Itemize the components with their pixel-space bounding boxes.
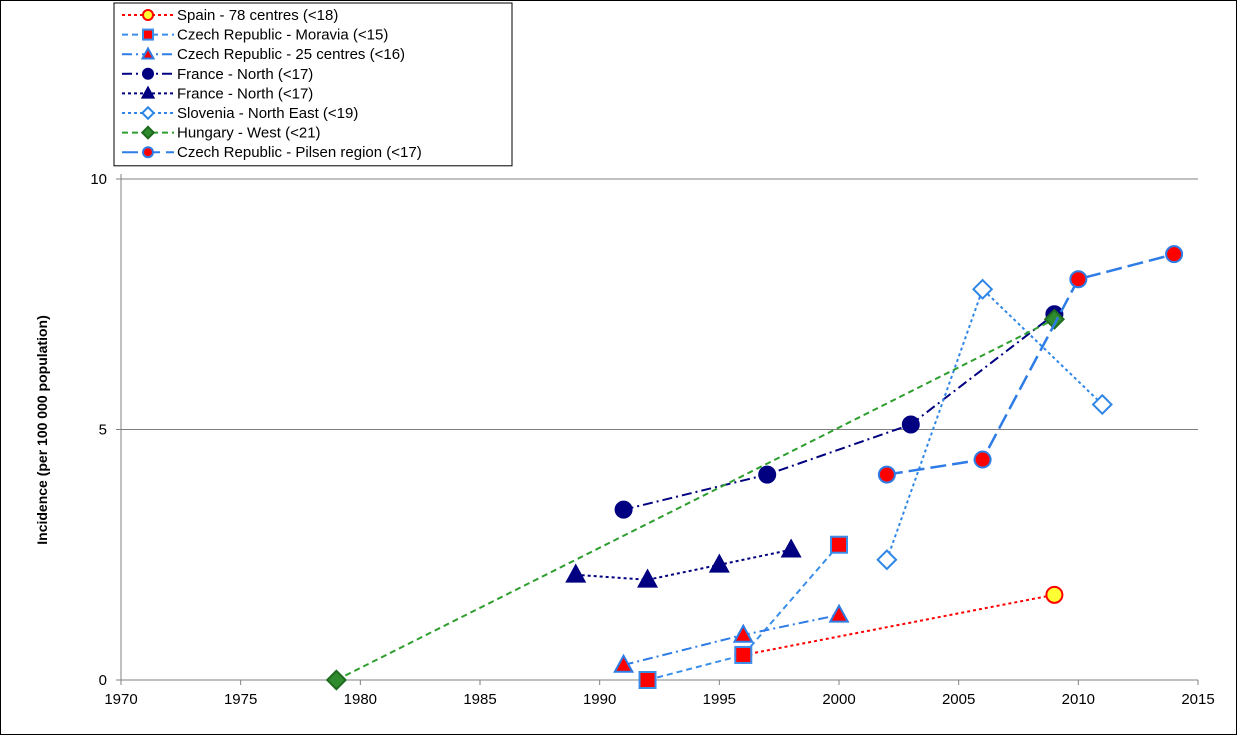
legend-entry-0: Spain - 78 centres (<18)	[122, 7, 338, 24]
legend-marker-3	[142, 67, 154, 80]
legend-marker-0	[142, 9, 154, 21]
series-0	[734, 585, 1064, 664]
y-tick-label-10: 10	[90, 171, 107, 188]
series-lines	[325, 245, 1184, 691]
data-point-6-0	[325, 669, 348, 691]
series-4	[565, 538, 802, 588]
data-point-6-1	[1043, 308, 1066, 330]
data-point-4-0	[565, 563, 587, 583]
data-point-2-0	[613, 653, 635, 673]
data-point-4-3	[780, 538, 802, 558]
data-point-5-1	[971, 278, 994, 300]
legend-entry-1: Czech Republic - Moravia (<15)	[122, 27, 388, 44]
data-point-7-1	[973, 450, 992, 469]
data-point-7-3	[1165, 245, 1184, 264]
series-5	[876, 278, 1113, 571]
data-point-1-1	[734, 645, 753, 664]
series-2	[613, 603, 850, 673]
series-line-7	[886, 252, 1175, 476]
legend-entry-2: Czech Republic - 25 centres (<16)	[122, 46, 405, 63]
series-3	[614, 305, 1064, 519]
legend-entry-3: France - North (<17)	[122, 66, 313, 83]
legend-label-7: Czech Republic - Pilsen region (<17)	[177, 144, 422, 161]
legend-box	[113, 2, 513, 167]
x-tick-label-1980: 1980	[344, 691, 377, 708]
series-6	[325, 308, 1066, 691]
series-line-5	[885, 287, 1103, 561]
data-point-5-2	[1091, 393, 1113, 416]
legend-marker-6	[140, 125, 156, 140]
x-tick-label-1975: 1975	[224, 691, 257, 708]
series-7	[877, 245, 1184, 484]
series-line-3	[623, 313, 1056, 511]
legend-marker-4	[140, 85, 156, 99]
legend-label-1: Czech Republic - Moravia (<15)	[177, 27, 388, 44]
legend-marker-5	[140, 105, 156, 121]
data-point-5-0	[876, 549, 898, 571]
legend: Spain - 78 centres (<18) Czech Republic -…	[113, 2, 513, 167]
data-point-7-0	[877, 465, 896, 484]
series-line-2	[623, 613, 840, 666]
legend-label-6: Hungary - West (<21)	[177, 125, 321, 142]
legend-entry-6: Hungary - West (<21)	[122, 125, 321, 142]
data-point-1-2	[830, 535, 848, 554]
x-tick-label-1970: 1970	[104, 691, 137, 708]
legend-entry-5: Slovenia - North East (<19)	[122, 105, 358, 122]
data-point-4-1	[637, 568, 659, 588]
data-point-4-2	[708, 553, 730, 573]
legend-marker-1	[142, 28, 154, 41]
legend-label-2: Czech Republic - 25 centres (<16)	[177, 46, 405, 63]
series-line-1	[647, 544, 840, 681]
data-point-0-1	[1045, 585, 1064, 604]
data-point-3-1	[758, 465, 777, 484]
data-point-2-2	[828, 603, 850, 623]
x-tick-label-1990: 1990	[583, 691, 616, 708]
series-1	[638, 535, 848, 689]
x-tick-label-2000: 2000	[822, 691, 855, 708]
data-point-7-2	[1069, 270, 1088, 289]
legend-entry-4: France - North (<17)	[122, 85, 313, 102]
axes: 0 5 10 1970 1975 1980 1985 1990 1995 2000 2005 2010…	[90, 171, 1214, 708]
legend-label-5: Slovenia - North East (<19)	[177, 105, 358, 122]
legend-label-4: France - North (<17)	[177, 85, 313, 102]
x-tick-label-1995: 1995	[703, 691, 736, 708]
x-tick-label-1985: 1985	[463, 691, 496, 708]
y-axis-title: Incidence (per 100 000 population)	[34, 315, 50, 545]
x-tick-label-2015: 2015	[1181, 691, 1214, 708]
data-point-1-0	[638, 671, 657, 689]
y-tick-label-5: 5	[99, 422, 107, 439]
data-point-3-0	[614, 500, 633, 519]
gridlines	[121, 178, 1198, 430]
x-tick-label-2005: 2005	[942, 691, 975, 708]
x-tick-label-2010: 2010	[1062, 691, 1095, 708]
legend-marker-7	[142, 146, 154, 159]
series-line-6	[335, 318, 1055, 681]
data-point-3-2	[901, 415, 920, 434]
data-point-2-1	[732, 623, 754, 643]
y-tick-label-0: 0	[99, 672, 107, 689]
legend-entry-7: Czech Republic - Pilsen region (<17)	[122, 144, 422, 161]
series-line-0	[743, 593, 1055, 656]
legend-marker-2	[140, 46, 156, 60]
legend-label-3: France - North (<17)	[177, 66, 313, 83]
series-line-4	[575, 548, 792, 581]
legend-label-0: Spain - 78 centres (<18)	[177, 7, 338, 24]
